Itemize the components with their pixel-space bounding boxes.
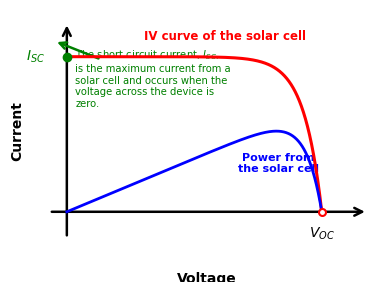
Text: Voltage: Voltage — [177, 272, 237, 282]
Text: Power from
the solar cell: Power from the solar cell — [238, 153, 319, 175]
Text: Current: Current — [10, 101, 24, 161]
Text: IV curve of the solar cell: IV curve of the solar cell — [144, 30, 306, 43]
Text: $I_{SC}$: $I_{SC}$ — [26, 49, 45, 65]
Text: $V_{OC}$: $V_{OC}$ — [309, 226, 335, 242]
Text: The short circuit current, $I_{SC}$,
is the maximum current from a
solar cell an: The short circuit current, $I_{SC}$, is … — [75, 49, 231, 109]
